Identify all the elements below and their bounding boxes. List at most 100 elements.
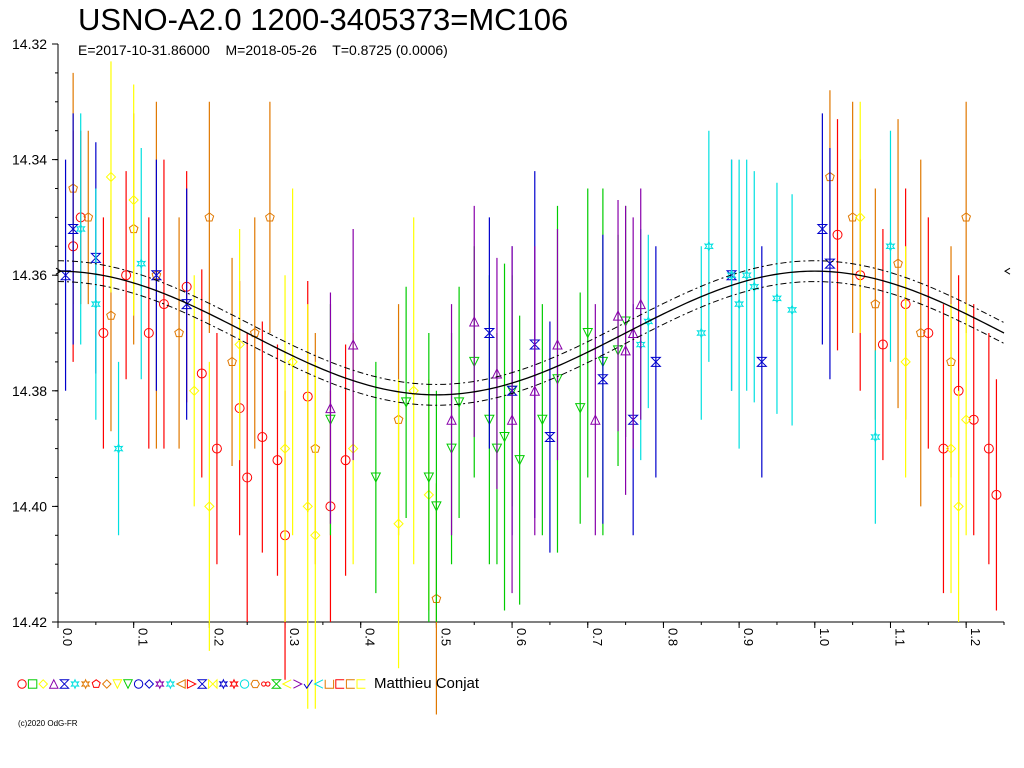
data-point	[953, 501, 964, 512]
data-point	[741, 269, 752, 281]
data-point	[302, 501, 313, 512]
data-point	[870, 431, 881, 443]
data-point	[393, 518, 404, 529]
data-point	[150, 270, 163, 281]
data-point	[514, 455, 525, 466]
x-tick-label: 0.8	[665, 628, 680, 646]
data-point	[612, 310, 624, 321]
legend-symbol	[335, 679, 345, 689]
data-point	[340, 455, 351, 466]
x-tick-label: 0.6	[514, 628, 529, 646]
legend-symbol	[70, 678, 80, 690]
data-point	[945, 443, 957, 454]
legend-symbol	[122, 679, 134, 690]
data-point	[893, 258, 903, 268]
data-point	[98, 328, 109, 338]
data-point	[635, 298, 647, 310]
data-point	[325, 402, 336, 414]
legend-symbol	[356, 679, 366, 689]
data-point	[847, 212, 858, 222]
data-point	[824, 258, 836, 269]
data-point	[310, 530, 321, 541]
data-point	[749, 281, 760, 293]
data-point	[347, 338, 359, 350]
data-point	[582, 328, 594, 339]
data-point	[106, 310, 116, 320]
legend-symbol	[80, 678, 91, 690]
data-point	[960, 414, 972, 425]
y-tick-label: 14.38	[12, 383, 47, 399]
x-tick-label: 1.0	[817, 628, 832, 646]
legend-symbol	[270, 679, 282, 689]
x-tick-label: 0.3	[287, 628, 302, 646]
data-point	[696, 327, 707, 339]
data-point	[650, 356, 662, 367]
data-point	[180, 299, 193, 310]
data-point	[400, 397, 412, 408]
data-point	[590, 414, 601, 425]
data-point	[771, 292, 782, 305]
right-edge-marker	[1004, 267, 1011, 275]
legend-observer-name: Matthieu Conjat	[374, 675, 480, 692]
data-point	[499, 432, 510, 443]
data-points	[59, 61, 1002, 715]
chart-subtitle: E=2017-10-31.86000 M=2018-05-26 T=0.8725…	[78, 42, 448, 58]
y-tick-label: 14.42	[12, 614, 47, 630]
data-point	[204, 501, 215, 512]
legend-symbol	[112, 679, 123, 690]
data-point	[83, 212, 94, 222]
data-point	[90, 252, 102, 263]
data-point	[787, 304, 798, 316]
legend-symbol	[239, 679, 250, 689]
data-point	[983, 443, 994, 454]
data-point	[174, 327, 184, 338]
legend-symbol	[293, 679, 303, 689]
legend-symbol	[27, 679, 38, 689]
data-point	[196, 368, 207, 379]
data-point	[544, 432, 556, 443]
data-point	[67, 223, 79, 234]
x-tick-label: 0.2	[211, 628, 226, 646]
legend-symbol	[155, 678, 165, 690]
legend-symbol	[281, 679, 292, 689]
data-point	[128, 194, 139, 206]
legend-symbol	[48, 678, 59, 689]
data-point	[627, 414, 639, 425]
data-point	[189, 385, 200, 397]
x-tick-label: 0.9	[741, 628, 756, 646]
data-point	[483, 328, 496, 338]
data-point	[537, 414, 548, 426]
data-point	[627, 327, 639, 338]
data-point	[552, 338, 563, 350]
legend-symbol	[133, 679, 144, 689]
legend-symbol	[229, 678, 239, 690]
legend-symbol	[101, 679, 112, 689]
data-point	[923, 328, 934, 338]
data-point	[703, 240, 714, 253]
data-point	[468, 315, 480, 327]
legend-symbol	[196, 679, 208, 689]
data-point	[915, 327, 926, 338]
data-point	[491, 367, 503, 379]
data-point	[136, 257, 147, 270]
model-curves	[55, 260, 1011, 406]
data-point	[938, 443, 949, 454]
data-point	[446, 414, 457, 425]
data-point	[265, 212, 275, 222]
legend-symbol	[250, 679, 260, 689]
data-point	[816, 223, 829, 234]
x-tick-label: 0.0	[60, 628, 75, 646]
data-point	[961, 212, 972, 222]
data-point	[158, 299, 169, 310]
legend-symbol	[38, 679, 49, 689]
data-point	[734, 298, 745, 310]
x-tick-label: 0.7	[590, 628, 605, 646]
legend-symbol	[313, 679, 324, 689]
legend-symbols	[16, 674, 370, 694]
legend-symbol	[345, 679, 355, 689]
data-point	[726, 269, 737, 281]
data-point	[870, 298, 881, 309]
x-tick-label: 0.4	[363, 628, 378, 646]
data-point	[877, 339, 888, 350]
